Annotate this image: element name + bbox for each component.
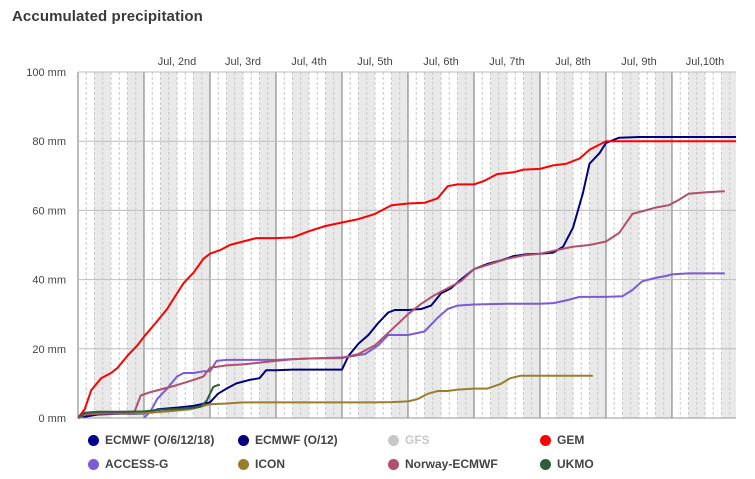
legend-label: ECMWF (O/6/12/18) — [105, 433, 215, 447]
legend-marker — [238, 434, 249, 446]
x-tick-label: Jul, 2nd — [158, 56, 197, 68]
legend-item-norway-ecmwf[interactable]: Norway-ECMWF — [388, 457, 498, 471]
legend-label: ECMWF (O/12) — [255, 433, 338, 447]
legend-item-gem[interactable]: GEM — [540, 433, 584, 447]
y-tick-label: 80 mm — [32, 136, 66, 148]
series-line-ukmo — [77, 384, 220, 419]
y-tick-label: 20 mm — [32, 344, 66, 356]
legend-item-icon[interactable]: ICON — [238, 457, 285, 471]
legend-marker — [388, 458, 399, 470]
series-line-gem — [77, 140, 736, 419]
y-tick-label: 0 mm — [39, 413, 67, 425]
legend-marker — [540, 458, 551, 470]
legend-item-ukmo[interactable]: UKMO — [540, 457, 594, 471]
x-tick-label: Jul, 3rd — [225, 56, 261, 68]
legend-marker — [238, 458, 249, 470]
series-line-icon — [77, 374, 593, 419]
legend-label: GFS — [405, 433, 430, 447]
legend-item-ecmwf-o-6-12-18[interactable]: ECMWF (O/6/12/18) — [88, 433, 214, 447]
x-tick-label: Jul, 8th — [555, 56, 590, 68]
legend-marker — [388, 434, 399, 446]
legend-item-gfs[interactable]: GFS — [388, 433, 430, 447]
y-tick-label: 100 mm — [26, 67, 66, 79]
legend-item-access-g[interactable]: ACCESS-G — [88, 457, 168, 471]
x-tick-label: Jul, 5th — [357, 56, 392, 68]
legend-label: Norway-ECMWF — [405, 457, 498, 471]
series-line-access-g — [143, 272, 725, 419]
background-band — [721, 72, 736, 418]
legend-marker — [88, 434, 99, 446]
legend-label: ACCESS-G — [105, 457, 169, 471]
legend-label: GEM — [557, 433, 585, 447]
series-line-ecmwf-o-12 — [77, 136, 736, 419]
chart-title: Accumulated precipitation — [12, 8, 203, 25]
legend-item-ecmwf-o-12[interactable]: ECMWF (O/12) — [238, 433, 338, 447]
legend-label: UKMO — [557, 457, 594, 471]
x-tick-label: Jul, 4th — [291, 56, 326, 68]
legend-marker — [540, 434, 551, 446]
y-tick-label: 40 mm — [32, 275, 66, 287]
x-tick-label: Jul,10th — [686, 56, 725, 68]
y-tick-label: 60 mm — [32, 205, 66, 217]
x-tick-label: Jul, 7th — [489, 56, 524, 68]
x-tick-label: Jul, 6th — [423, 56, 458, 68]
legend-label: ICON — [255, 457, 285, 471]
series-line-norway-ecmwf — [77, 190, 725, 419]
x-tick-label: Jul, 9th — [621, 56, 656, 68]
legend-marker — [88, 458, 99, 470]
